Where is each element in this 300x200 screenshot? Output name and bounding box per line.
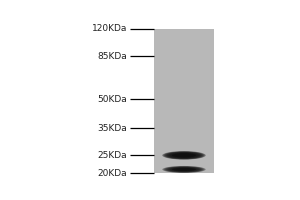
Text: 35KDa: 35KDa [97,124,127,133]
Ellipse shape [172,153,196,158]
Ellipse shape [172,168,196,171]
Ellipse shape [166,152,203,159]
Text: 20KDa: 20KDa [98,169,127,178]
Ellipse shape [170,153,198,158]
Text: 25KDa: 25KDa [98,151,127,160]
Text: 50KDa: 50KDa [97,95,127,104]
Ellipse shape [167,152,201,159]
Ellipse shape [175,154,193,157]
Ellipse shape [177,154,190,157]
Ellipse shape [173,153,195,157]
Text: 85KDa: 85KDa [97,52,127,61]
Ellipse shape [172,153,196,157]
Ellipse shape [172,168,196,171]
Ellipse shape [171,153,197,158]
Ellipse shape [176,168,192,171]
Ellipse shape [174,153,194,157]
Ellipse shape [162,151,206,160]
Ellipse shape [166,166,203,172]
Ellipse shape [176,154,192,157]
Ellipse shape [164,152,204,159]
Ellipse shape [173,168,195,171]
Ellipse shape [164,166,204,173]
Bar [154,29,214,173]
Ellipse shape [174,168,194,171]
Text: 120KDa: 120KDa [92,24,127,33]
Ellipse shape [162,166,206,173]
Ellipse shape [169,167,199,172]
Ellipse shape [168,152,200,159]
Ellipse shape [169,152,199,158]
Ellipse shape [170,167,198,172]
Ellipse shape [168,167,200,172]
Ellipse shape [163,151,205,159]
Ellipse shape [163,166,205,173]
Ellipse shape [167,167,201,172]
Ellipse shape [171,167,197,172]
Ellipse shape [175,168,193,171]
